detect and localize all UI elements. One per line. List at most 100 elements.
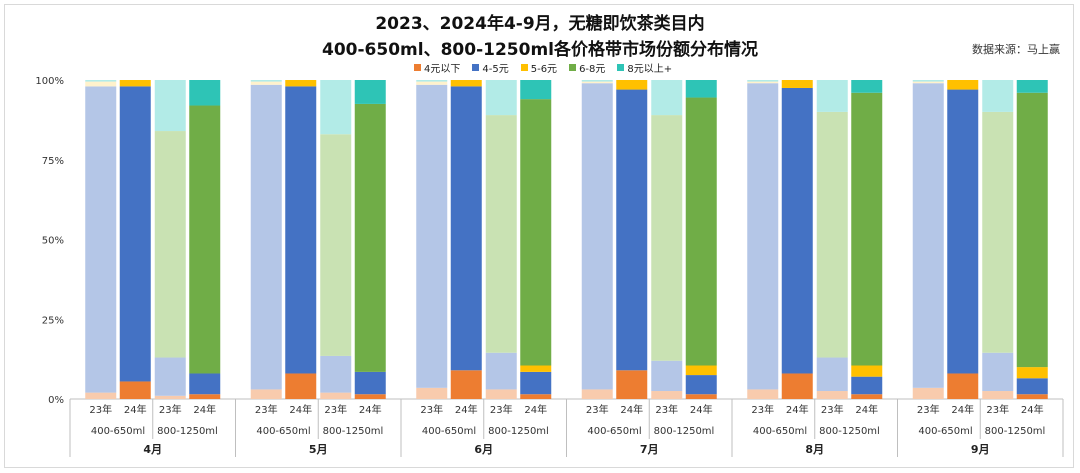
legend-swatch: [472, 63, 480, 71]
bar-segment: [651, 80, 683, 116]
chart-frame: [4, 4, 1074, 468]
bar-segment: [85, 392, 117, 399]
bar-segment: [154, 80, 186, 132]
bar-segment: [485, 115, 517, 353]
x-tick-label-year: 24年: [1021, 403, 1044, 416]
bar-segment: [416, 84, 448, 388]
bar-segment: [816, 357, 848, 392]
bar-segment: [85, 81, 117, 87]
bar-segment: [450, 80, 482, 87]
bar-segment: [616, 89, 648, 371]
bar-segment: [982, 80, 1014, 112]
legend-item-4: 8元以上+: [617, 60, 672, 75]
x-tick-label-year: 23年: [420, 403, 443, 416]
bar-segment: [189, 373, 221, 395]
x-tick-label-size: 800-1250ml: [654, 426, 715, 437]
legend-swatch: [414, 63, 421, 71]
x-tick-label-year: 24年: [193, 403, 216, 416]
bar-segment: [816, 391, 848, 399]
x-tick-label-size: 800-1250ml: [488, 426, 549, 437]
legend-item-2: 5-6元: [520, 60, 557, 75]
bar-segment: [685, 80, 717, 98]
x-tick-label-size: 400-650ml: [753, 426, 807, 437]
x-tick-label-year: 23年: [89, 403, 112, 416]
x-tick-label-year: 24年: [951, 403, 974, 416]
bar-segment: [851, 365, 883, 377]
legend-swatch: [569, 63, 577, 71]
bar-segment: [520, 394, 552, 399]
bar-segment: [982, 352, 1014, 392]
bar-segment: [947, 80, 979, 90]
bar-segment: [851, 376, 883, 395]
bar-segment: [285, 80, 317, 87]
bar-segment: [320, 134, 352, 356]
bar-segment: [119, 86, 151, 382]
x-tick-label-year: 23年: [490, 403, 513, 416]
bar-segment: [250, 80, 282, 82]
bar-segment: [285, 86, 317, 374]
bar-segment: [119, 80, 151, 87]
bar-segment: [354, 371, 386, 395]
bar-segment: [781, 373, 813, 399]
bar-segment: [485, 352, 517, 390]
x-tick-label-month: 9月: [971, 443, 990, 456]
x-tick-label-year: 23年: [324, 403, 347, 416]
bar-segment: [520, 80, 552, 100]
bar-segment: [520, 371, 552, 395]
x-tick-label-size: 800-1250ml: [157, 426, 218, 437]
bar-segment: [912, 83, 944, 388]
bar-segment: [154, 395, 186, 399]
bar-segment: [581, 389, 613, 399]
legend-swatch: [617, 63, 625, 71]
bar-segment: [85, 80, 117, 82]
x-tick-label-year: 23年: [655, 403, 678, 416]
legend-label: 6-8元: [579, 63, 606, 75]
bar-segment: [685, 365, 717, 376]
x-tick-label-size: 400-650ml: [422, 426, 476, 437]
x-tick-label-year: 24年: [786, 403, 809, 416]
bar-segment: [616, 370, 648, 399]
y-tick-label: 75%: [42, 156, 64, 167]
bar-segment: [685, 394, 717, 399]
legend: 4元以下 4-5元 5-6元 6-8元 8元以上+: [414, 60, 672, 75]
x-tick-label-month: 6月: [474, 443, 493, 456]
bar-segment: [747, 389, 779, 399]
bar-segment: [520, 99, 552, 366]
legend-item-0: 4元以下: [414, 60, 460, 75]
bar-segment: [154, 131, 186, 358]
bar-segment: [250, 81, 282, 85]
legend-label: 4元以下: [424, 63, 461, 75]
x-tick-label-year: 24年: [690, 403, 713, 416]
bar-segment: [685, 375, 717, 395]
bar-segment: [851, 92, 883, 366]
x-tick-label-year: 24年: [620, 403, 643, 416]
bar-segment: [1016, 92, 1048, 368]
legend-item-3: 6-8元: [569, 60, 605, 75]
bar-segment: [154, 357, 186, 396]
bar-segment: [781, 87, 813, 374]
bar-segment: [912, 81, 944, 84]
bar-segment: [912, 387, 944, 399]
bar-segment: [816, 80, 848, 112]
bar-segment: [747, 80, 779, 82]
x-tick-label-year: 24年: [455, 403, 478, 416]
x-tick-label-year: 23年: [586, 403, 609, 416]
bar-segment: [851, 80, 883, 93]
bar-segment: [781, 80, 813, 88]
x-tick-label-year: 24年: [359, 403, 382, 416]
bar-segment: [320, 80, 352, 135]
chart-subtitle: 400-650ml、800-1250ml各价格带市场份额分布情况: [322, 40, 758, 60]
x-tick-label-year: 23年: [751, 403, 774, 416]
x-tick-label-size: 800-1250ml: [323, 426, 384, 437]
bar-segment: [520, 365, 552, 372]
bar-segment: [485, 80, 517, 116]
x-tick-label-year: 24年: [124, 403, 147, 416]
legend-item-1: 4-5元: [472, 60, 509, 75]
bar-segment: [685, 97, 717, 366]
bar-segment: [320, 355, 352, 393]
bar-segment: [982, 111, 1014, 353]
bar-segment: [85, 86, 117, 393]
chart-title: 2023、2024年4-9月，无糖即饮茶类目内: [375, 14, 705, 34]
